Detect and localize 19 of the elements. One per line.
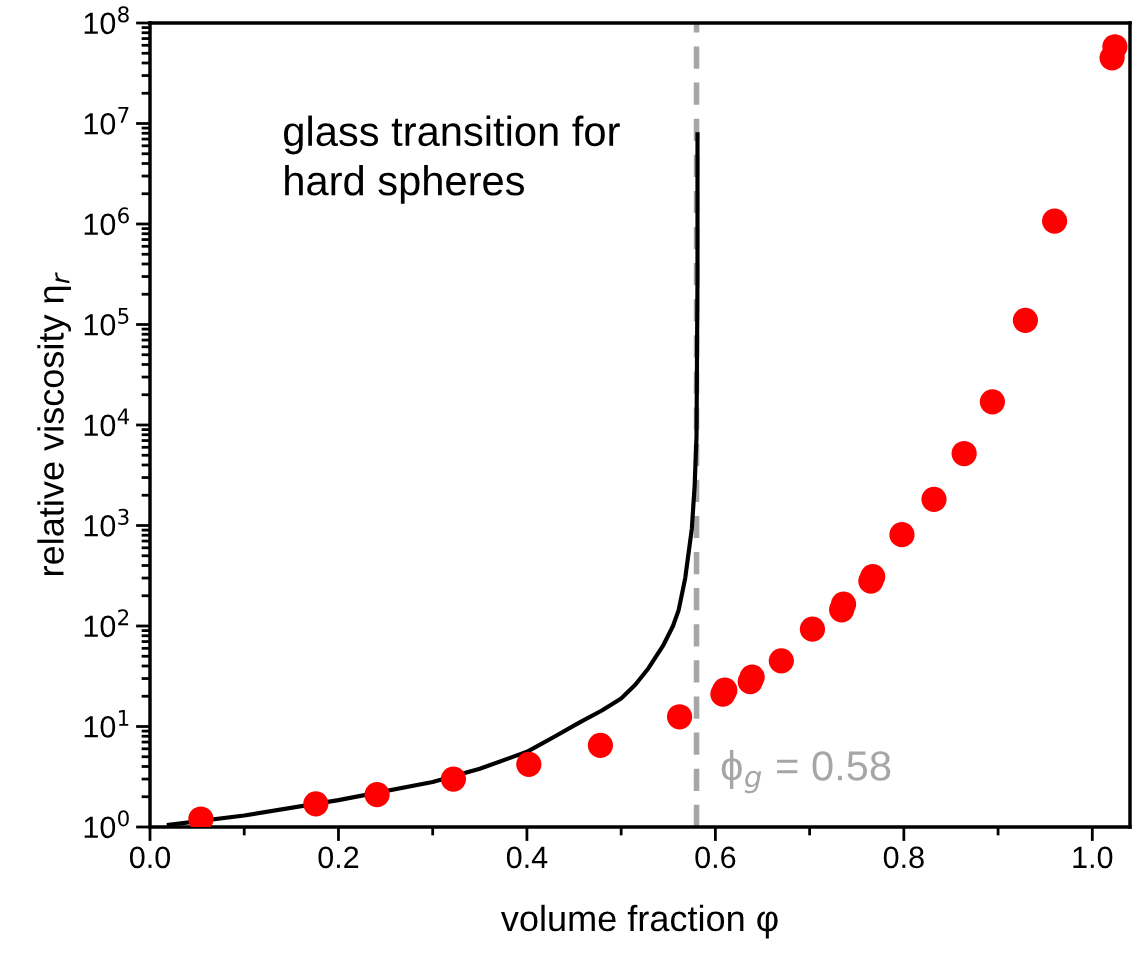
y-tick-label: 10$^{3}$ (84, 508, 129, 537)
x-tick-label: 0.4 (506, 846, 548, 869)
y-tick-label: 10$^{7}$ (84, 107, 129, 135)
x-tick-label: 0.8 (883, 846, 924, 869)
y-axis-title: relative viscosity η$_{r}$ (37, 272, 71, 575)
y-tick-label: 10$^{2}$ (84, 609, 129, 638)
y-tick-label: 10$^{5}$ (84, 308, 129, 336)
x-axis-title: volume fraction φ (500, 904, 778, 939)
ref-line-label: ϕ$_{g}$ = 0.58 (721, 750, 891, 794)
x-tick-label: 0.6 (695, 846, 736, 869)
annotation: glass transition for hard spheres (284, 115, 620, 204)
y-tick-label: 10$^{0}$ (84, 810, 129, 839)
x-tick-label: 0.2 (318, 846, 359, 869)
x-tick-label: 1.0 (1073, 846, 1113, 869)
y-tick-label: 10$^{6}$ (84, 207, 129, 236)
y-tick-label: 10$^{4}$ (84, 408, 130, 437)
y-tick-label: 10$^{8}$ (84, 6, 129, 35)
x-tick-label: 0.0 (129, 846, 171, 869)
y-tick-label: 10$^{1}$ (84, 710, 129, 738)
